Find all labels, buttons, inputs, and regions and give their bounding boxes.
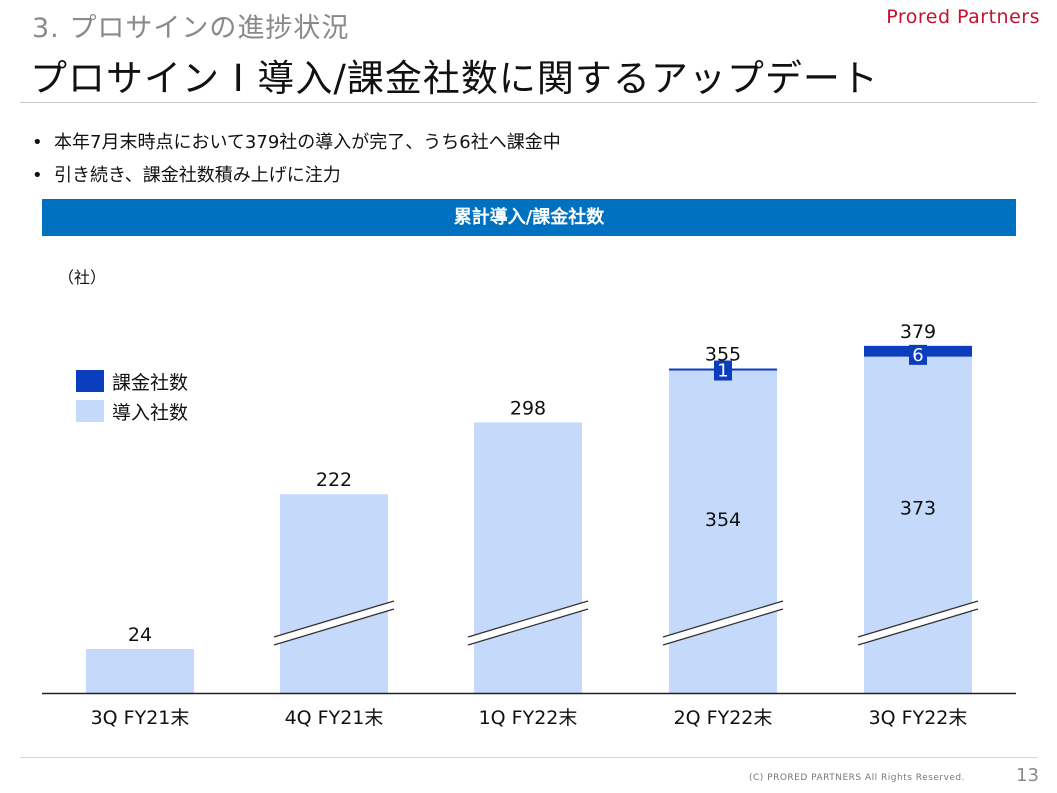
bar-adoption	[86, 649, 194, 693]
legend-item-billing: 課金社数	[76, 366, 188, 396]
axis-break-line	[273, 608, 395, 646]
x-tick-label: 3Q FY21末	[91, 707, 190, 729]
total-data-label: 379	[900, 321, 936, 343]
total-data-label: 298	[510, 397, 546, 419]
x-tick-label: 2Q FY22末	[674, 707, 773, 729]
unit-label: （社）	[58, 268, 107, 287]
footer-divider	[20, 757, 1037, 758]
axis-break-line	[857, 608, 979, 646]
bar-adoption	[474, 422, 582, 693]
adoption-data-label: 373	[900, 497, 936, 519]
title-divider	[20, 102, 1037, 103]
billing-label-box	[909, 344, 927, 365]
billing-label-box	[714, 360, 732, 381]
x-tick-label: 3Q FY22末	[869, 707, 968, 729]
axis-break-gap	[663, 601, 783, 645]
total-data-label: 222	[316, 469, 352, 491]
brand-logo: Prored Partners	[886, 6, 1040, 28]
page-number: 13	[1016, 765, 1039, 786]
x-tick-label: 4Q FY21末	[285, 707, 384, 729]
axis-break-line	[857, 600, 979, 638]
section-title: 3. プロサインの進捗状況	[32, 13, 350, 44]
axis-break-gap	[858, 601, 978, 645]
bullet-text: 本年7月末時点において379社の導入が完了、うち6社へ課金中	[54, 132, 561, 153]
axis-break-line	[662, 608, 784, 646]
legend-item-adoption: 導入社数	[76, 396, 188, 426]
axis-break-line	[467, 600, 589, 638]
legend-swatch-adoption	[76, 400, 104, 422]
bullet-list: • 本年7月末時点において379社の導入が完了、うち6社へ課金中 • 引き続き、課金…	[32, 126, 561, 192]
billing-data-label: 6	[912, 345, 923, 366]
total-data-label: 24	[128, 624, 152, 646]
legend-swatch-billing	[76, 370, 104, 392]
adoption-data-label: 354	[705, 509, 741, 531]
copyright: (C) PRORED PARTNERS All Rights Reserved.	[748, 773, 965, 783]
billing-data-label: 1	[717, 361, 728, 382]
bullet-item: • 引き続き、課金社数積み上げに注力	[32, 165, 341, 186]
total-data-label: 355	[705, 344, 741, 366]
bar-adoption	[864, 356, 972, 693]
axis-break-gap	[274, 601, 394, 645]
axis-break-line	[273, 600, 395, 638]
bar-adoption	[280, 494, 388, 693]
axis-break-gap	[468, 601, 588, 645]
legend-label: 導入社数	[112, 401, 189, 424]
bullet-item: • 本年7月末時点において379社の導入が完了、うち6社へ課金中	[32, 132, 561, 153]
axis-break-line	[467, 608, 589, 646]
axis-break-line	[662, 600, 784, 638]
page-title: プロサイン I 導入/課金社数に関するアップデート	[30, 57, 879, 100]
chart-title-banner: 累計導入/課金社数	[42, 199, 1016, 236]
x-tick-label: 1Q FY22末	[479, 707, 578, 729]
legend: 課金社数 導入社数	[76, 366, 188, 426]
legend-label: 課金社数	[112, 371, 189, 394]
bullet-text: 引き続き、課金社数積み上げに注力	[54, 165, 341, 186]
bar-adoption	[669, 370, 777, 693]
